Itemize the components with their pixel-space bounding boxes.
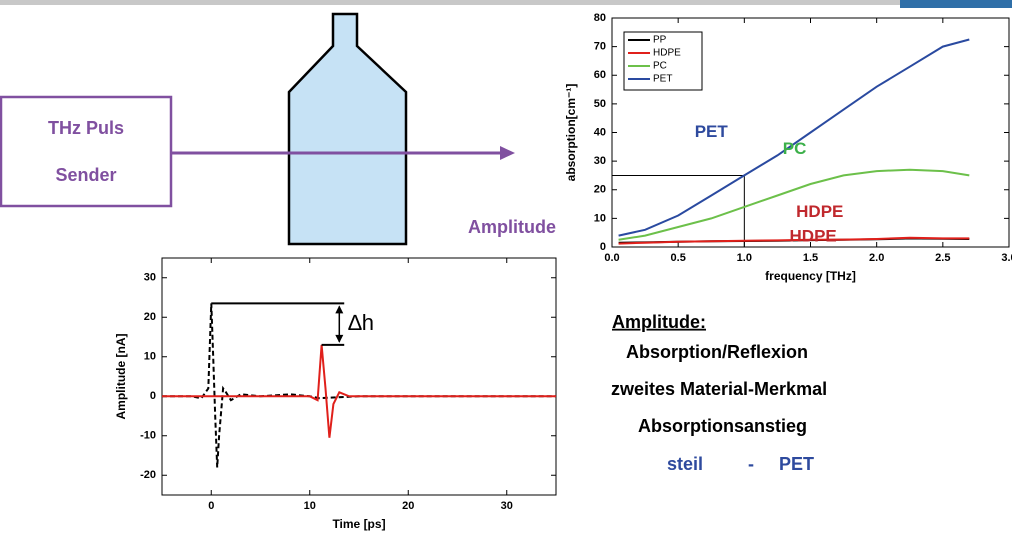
annotation: PC (783, 139, 807, 158)
x-axis-label: frequency [THz] (765, 269, 856, 283)
y-axis-label: Amplitude [nA] (114, 334, 128, 420)
x-tick-label: 10 (304, 500, 316, 512)
sender-text: THz Puls (48, 118, 124, 138)
y-tick-label: 0 (150, 390, 156, 402)
x-tick-label: 0.5 (671, 252, 686, 264)
legend-box (623, 31, 703, 91)
annotation: HDPE (790, 226, 837, 245)
amplitude-label: Amplitude (468, 217, 556, 237)
y-tick-label: 20 (144, 311, 156, 323)
bottle (287, 12, 408, 246)
annotation: HDPE (796, 202, 843, 221)
y-tick-label: 30 (594, 155, 606, 167)
notes-text: - (748, 454, 754, 474)
notes-heading: Amplitude: (612, 312, 706, 332)
y-axis-label: absorption[cm⁻¹] (564, 84, 578, 182)
notes-text: steil (667, 454, 703, 474)
x-axis-label: Time [ps] (332, 517, 385, 531)
x-tick-label: 20 (402, 500, 414, 512)
arrow-head (500, 146, 515, 160)
x-tick-label: 2.5 (935, 252, 950, 264)
series-line (162, 344, 556, 438)
y-tick-label: -10 (140, 430, 156, 442)
legend-label: PET (653, 74, 672, 85)
x-tick-label: 1.5 (803, 252, 818, 264)
annotation: ∆h (348, 310, 374, 335)
y-tick-label: 40 (594, 126, 606, 138)
series-line (618, 38, 970, 237)
y-tick-label: 80 (594, 12, 606, 24)
y-tick-label: 70 (594, 41, 606, 53)
legend-label: HDPE (653, 48, 681, 59)
sender-box (0, 95, 173, 208)
y-tick-label: 50 (594, 98, 606, 110)
series-line (618, 236, 970, 245)
x-tick-label: 2.0 (869, 252, 884, 264)
x-tick-label: 3.0 (1001, 252, 1012, 264)
x-tick-label: 30 (501, 500, 513, 512)
x-tick-label: 1.0 (737, 252, 752, 264)
y-tick-label: 60 (594, 69, 606, 81)
x-tick-label: 0 (208, 500, 214, 512)
x-tick-label: 0.0 (604, 252, 619, 264)
notes-text: Absorption/Reflexion (626, 342, 808, 362)
notes-text: zweites Material-Merkmal (611, 379, 827, 399)
y-tick-label: 0 (600, 241, 606, 253)
legend-label: PP (653, 35, 667, 46)
notes-text: PET (779, 454, 814, 474)
series-line (618, 168, 970, 241)
sender-text: Sender (55, 165, 116, 185)
y-tick-label: 20 (594, 184, 606, 196)
annotation: PET (695, 122, 729, 141)
y-tick-label: -20 (140, 469, 156, 481)
legend-label: PC (653, 61, 667, 72)
top-bar-accent (900, 0, 1012, 8)
top-bar (0, 0, 900, 5)
y-tick-label: 30 (144, 272, 156, 284)
y-tick-label: 10 (144, 351, 156, 363)
plot-frame (161, 257, 557, 496)
delta-arrow-head (335, 305, 344, 343)
y-tick-label: 10 (594, 212, 606, 224)
notes-text: Absorptionsanstieg (638, 416, 807, 436)
